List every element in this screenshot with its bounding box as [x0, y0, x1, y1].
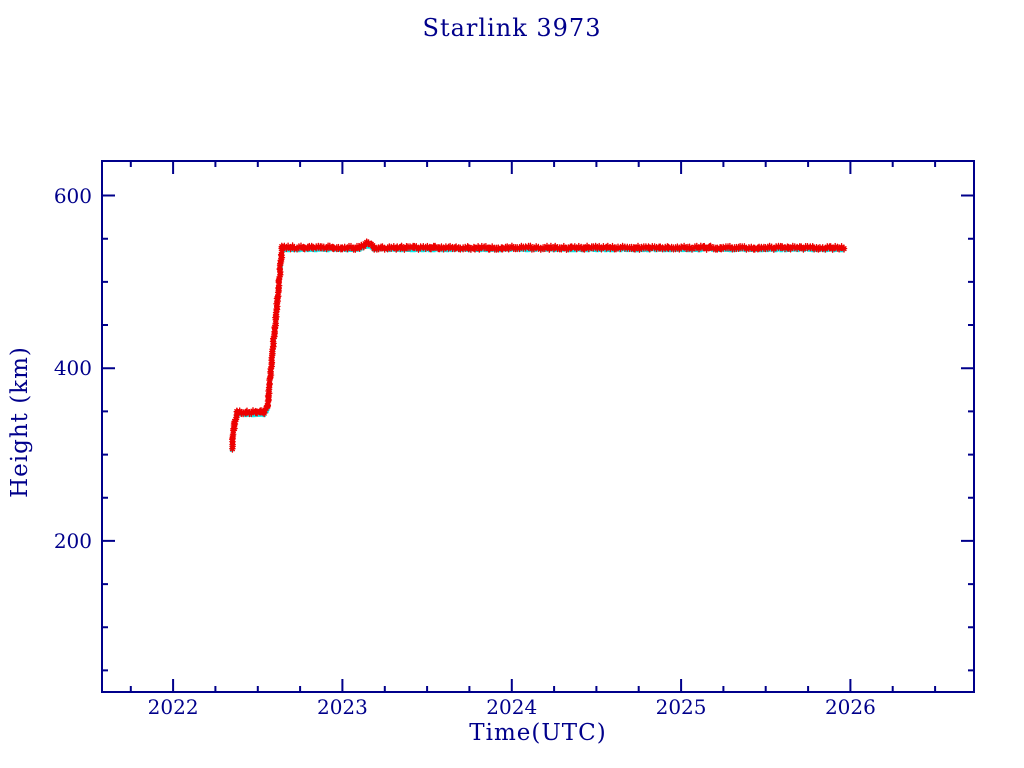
x-tick-label: 2023: [316, 695, 368, 719]
axes-frame: [101, 160, 975, 693]
y-tick-label: 600: [53, 183, 92, 208]
x-tick-label: 2024: [486, 695, 538, 719]
y-tick-label: 400: [53, 356, 92, 381]
x-tick-label: 2026: [824, 695, 876, 719]
x-tick-label: 2022: [147, 695, 199, 719]
series-red-markers: [229, 238, 848, 453]
chart-title: Starlink 3973: [422, 14, 602, 42]
tick-marks: [102, 161, 974, 692]
y-tick-label: 200: [53, 528, 92, 553]
x-axis-label: Time(UTC): [469, 720, 607, 746]
x-tick-label: 2025: [655, 695, 707, 719]
series-cyan-markers: [229, 243, 845, 452]
